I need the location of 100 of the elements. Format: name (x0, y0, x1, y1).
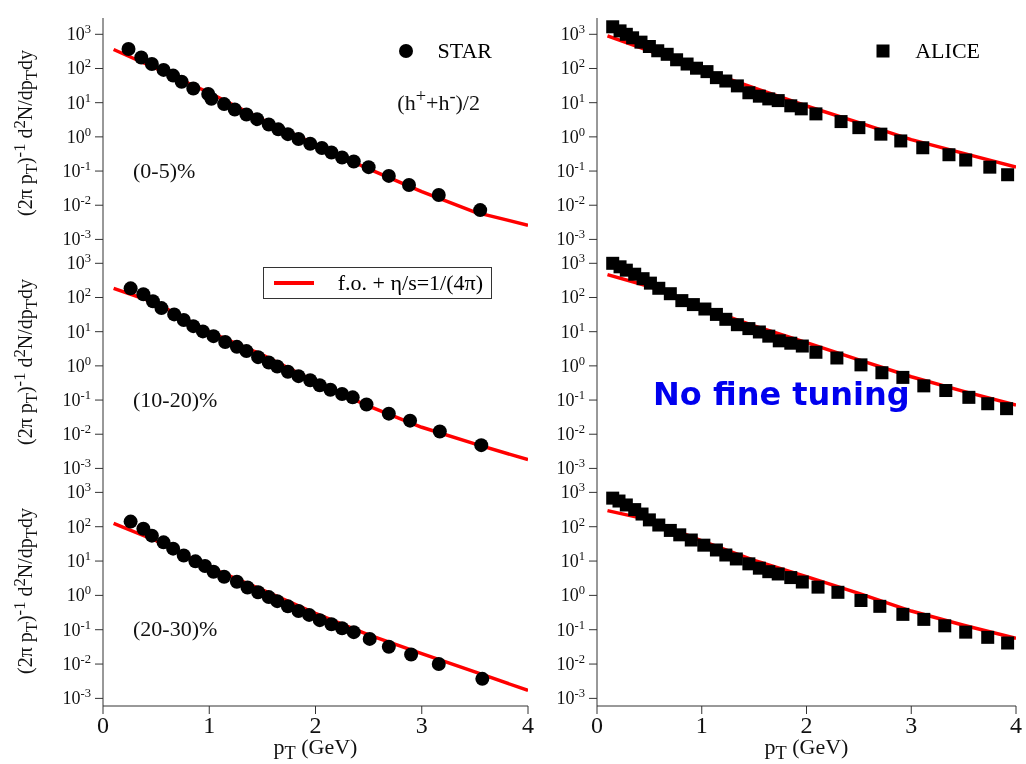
y-tick-label: 10$^{1}$ (560, 319, 585, 342)
y-tick-label: 10$^{-2}$ (62, 652, 91, 675)
point (854, 593, 868, 607)
y-tick-label: 10$^{1}$ (560, 549, 585, 572)
point (670, 53, 684, 67)
y-tick-label: 10$^{-3}$ (62, 456, 91, 479)
point (431, 657, 446, 672)
point (673, 528, 687, 542)
point (809, 345, 823, 359)
point (432, 424, 447, 439)
point (795, 575, 809, 589)
point (983, 160, 997, 174)
y-tick-label: 10$^{1}$ (560, 90, 585, 113)
point (698, 302, 712, 316)
point (474, 438, 489, 453)
y-tick-label: 10$^{3}$ (560, 480, 585, 503)
point (874, 127, 888, 141)
point (795, 339, 809, 353)
point (403, 413, 418, 428)
annotation: (20-30)% (133, 616, 218, 642)
point (250, 112, 265, 127)
y-tick-label: 10$^{-2}$ (556, 193, 585, 216)
legend-label: f.o. + η/s=1/(4π) (337, 270, 483, 296)
line-series (111, 521, 528, 693)
point (981, 397, 995, 411)
point (684, 533, 698, 547)
point (873, 599, 887, 613)
annotation: No fine tuning (653, 375, 910, 413)
y-tick-label: 10$^{-1}$ (62, 388, 91, 411)
point (942, 148, 956, 162)
point (144, 57, 159, 72)
point (894, 134, 908, 148)
point (312, 378, 327, 393)
y-tick-label: 10$^{-3}$ (62, 227, 91, 250)
y-tick-label: 10$^{2}$ (66, 56, 91, 79)
point (730, 79, 744, 93)
point (359, 397, 374, 412)
point (652, 281, 666, 295)
point (176, 548, 191, 563)
point (959, 153, 973, 167)
y-tick-label: 10$^{1}$ (66, 549, 91, 572)
point (291, 131, 306, 146)
point (939, 384, 953, 398)
point (362, 631, 377, 646)
point (251, 585, 266, 600)
point (811, 580, 825, 594)
point (875, 366, 889, 380)
y-tick-label: 10$^{2}$ (560, 514, 585, 537)
point (302, 607, 317, 622)
point (134, 50, 149, 65)
x-tick-label: 1 (203, 712, 216, 739)
point (303, 136, 318, 151)
point (729, 552, 743, 566)
y-tick-label: 10$^{2}$ (66, 514, 91, 537)
y-tick-label: 10$^{3}$ (66, 251, 91, 274)
point (917, 612, 931, 626)
point (218, 334, 233, 349)
point (121, 42, 136, 57)
y-tick-label: 10$^{-3}$ (556, 456, 585, 479)
point (794, 102, 808, 116)
point (280, 599, 295, 614)
x-tick-label: 3 (905, 712, 918, 739)
point (206, 564, 221, 579)
point (834, 115, 848, 129)
y-tick-label: 10$^{0}$ (66, 353, 91, 376)
point (217, 569, 232, 584)
y-tick-label: 10$^{3}$ (66, 22, 91, 45)
point (123, 281, 138, 296)
point (719, 312, 733, 326)
point (719, 74, 733, 88)
y-tick-label: 10$^{0}$ (560, 353, 585, 376)
point (335, 150, 350, 165)
point (809, 107, 823, 121)
point (981, 630, 995, 644)
point (852, 121, 866, 135)
point (335, 387, 350, 402)
y-tick-label: 10$^{-2}$ (556, 652, 585, 675)
point (280, 364, 295, 379)
point (475, 671, 490, 686)
point (195, 324, 210, 339)
point (312, 613, 327, 628)
y-tick-label: 10$^{3}$ (560, 251, 585, 274)
x-tick-label: 4 (1010, 712, 1022, 739)
point (742, 557, 756, 571)
point (784, 571, 798, 585)
y-tick-label: 10$^{0}$ (66, 583, 91, 606)
point (917, 379, 931, 393)
point (381, 639, 396, 654)
x-tick-label: 1 (695, 712, 708, 739)
point (652, 518, 666, 532)
y-tick-label: 10$^{-1}$ (556, 617, 585, 640)
point (291, 369, 306, 384)
point (206, 329, 221, 344)
y-tick-label: 10$^{1}$ (66, 319, 91, 342)
point (154, 301, 169, 316)
point (663, 287, 677, 301)
y-tick-label: 10$^{-2}$ (62, 193, 91, 216)
point (280, 127, 295, 142)
point (324, 145, 339, 160)
point (323, 382, 338, 397)
